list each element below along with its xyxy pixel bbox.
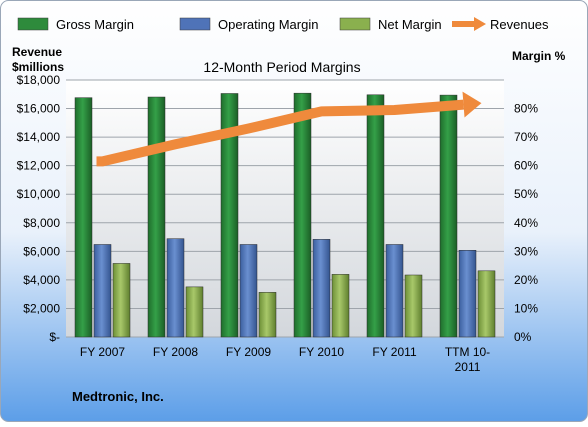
bars <box>74 92 496 338</box>
right-tick-label: 30% <box>514 244 538 258</box>
x-tick-label: FY 2008 <box>153 345 198 359</box>
bar-operating-margin <box>458 250 477 338</box>
left-tick-label: $14,000 <box>17 130 61 144</box>
left-tick-label: $8,000 <box>23 216 60 230</box>
right-tick-label: 70% <box>514 130 538 144</box>
bar-gross-margin <box>147 96 166 338</box>
right-tick-label: 40% <box>514 216 538 230</box>
legend-operating-margin-swatch <box>179 17 211 31</box>
bar-gross-margin <box>439 94 458 338</box>
company-name: Medtronic, Inc. <box>72 389 164 404</box>
revenues-line-path <box>96 99 464 167</box>
left-tick-label: $2,000 <box>23 301 60 315</box>
legend-revenues-arrowhead <box>474 17 486 31</box>
bar-net-margin <box>185 286 204 338</box>
bar-operating-margin <box>166 238 185 338</box>
right-tick-label: 20% <box>514 273 538 287</box>
x-tick-label: 2011 <box>455 360 481 374</box>
right-axis-ticks: 0% 10% 20% 30% 40% 50% 60% 70% 80% <box>514 102 538 344</box>
legend-operating-margin-label: Operating Margin <box>218 17 318 32</box>
left-tick-label: $4,000 <box>23 273 60 287</box>
x-tick-label: FY 2010 <box>299 345 344 359</box>
bar-operating-margin <box>312 239 331 338</box>
right-tick-label: 80% <box>514 102 538 116</box>
revenues-line <box>96 91 482 167</box>
legend-net-margin-swatch <box>339 17 371 31</box>
left-tick-label: $18,000 <box>17 73 61 87</box>
bar-operating-margin <box>385 244 404 338</box>
bar-operating-margin <box>239 244 258 338</box>
bar-net-margin <box>258 292 277 338</box>
bar-gross-margin <box>293 92 312 338</box>
legend-gross-margin-label: Gross Margin <box>56 17 134 32</box>
left-axis-label-line2: $millions <box>12 60 64 74</box>
bar-gross-margin <box>366 94 385 338</box>
x-tick-label: FY 2009 <box>226 345 271 359</box>
x-tick-label: FY 2007 <box>80 345 125 359</box>
right-tick-label: 50% <box>514 187 538 201</box>
left-axis-label-line1: Revenue <box>12 45 62 59</box>
x-tick-label: TTM 10- <box>445 345 490 359</box>
right-tick-label: 10% <box>514 301 538 315</box>
left-tick-label: $12,000 <box>17 159 61 173</box>
bar-net-margin <box>477 270 496 338</box>
left-tick-label: $- <box>49 330 60 344</box>
revenues-arrowhead <box>462 91 482 118</box>
chart-title: 12-Month Period Margins <box>203 59 360 75</box>
bar-net-margin <box>112 263 131 338</box>
legend-gross-margin-swatch <box>17 17 49 31</box>
x-axis-labels: FY 2007 FY 2008 FY 2009 FY 2010 FY 2011 TTM 1… <box>80 345 490 374</box>
legend-net-margin-label: Net Margin <box>378 17 442 32</box>
x-tick-label: FY 2011 <box>372 345 417 359</box>
bar-gross-margin <box>74 97 93 338</box>
right-tick-label: 60% <box>514 159 538 173</box>
left-tick-label: $16,000 <box>17 102 61 116</box>
right-axis-label: Margin % <box>512 49 566 63</box>
left-tick-label: $10,000 <box>17 187 61 201</box>
bar-net-margin <box>331 274 350 338</box>
left-tick-label: $6,000 <box>23 244 60 258</box>
bar-net-margin <box>404 274 423 338</box>
legend-revenues-label: Revenues <box>490 17 549 32</box>
bar-operating-margin <box>93 244 112 338</box>
left-axis-ticks: $- $2,000 $4,000 $6,000 $8,000 $10,000 $12,000… <box>17 73 61 344</box>
right-tick-label: 0% <box>514 330 532 344</box>
legend: Gross Margin Operating Margin Net Margin Re… <box>17 17 549 32</box>
bar-gross-margin <box>220 93 239 338</box>
